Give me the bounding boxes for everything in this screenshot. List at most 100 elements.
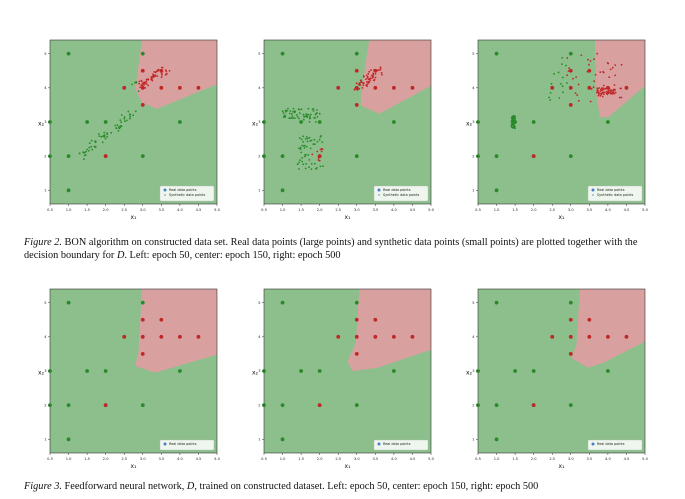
synthetic-point bbox=[557, 71, 560, 74]
synthetic-point bbox=[510, 119, 513, 122]
y-tick-label: 1 bbox=[44, 189, 46, 193]
synthetic-point bbox=[361, 87, 364, 89]
y-axis-label: x₂ bbox=[38, 120, 45, 127]
x-tick-label: 1.0 bbox=[494, 457, 500, 461]
synthetic-point bbox=[566, 74, 569, 77]
synthetic-point bbox=[304, 153, 307, 156]
synthetic-point bbox=[306, 140, 309, 143]
synthetic-point bbox=[115, 127, 117, 129]
synthetic-point bbox=[370, 77, 372, 80]
figure-3-text-b: , trained on constructed dataset. Left: … bbox=[194, 481, 539, 492]
real-point-red bbox=[159, 85, 164, 90]
real-point-green bbox=[494, 154, 499, 159]
synthetic-point bbox=[144, 82, 146, 85]
real-point-green bbox=[299, 120, 304, 124]
synthetic-point bbox=[608, 76, 611, 79]
x-tick-label: 1.0 bbox=[280, 457, 286, 461]
synthetic-point bbox=[147, 84, 149, 87]
x-tick-label: 2.5 bbox=[549, 208, 555, 212]
x-tick-label: 4.5 bbox=[624, 208, 630, 212]
synthetic-point bbox=[101, 141, 104, 144]
synthetic-point bbox=[596, 91, 598, 94]
real-point-red bbox=[196, 85, 201, 90]
legend-label: Real data points bbox=[597, 188, 625, 192]
synthetic-point bbox=[381, 73, 383, 76]
synthetic-point bbox=[303, 144, 306, 147]
synthetic-point bbox=[611, 66, 614, 69]
synthetic-point bbox=[298, 137, 301, 139]
synthetic-point bbox=[305, 163, 307, 165]
synthetic-point bbox=[88, 146, 91, 149]
synthetic-point bbox=[372, 75, 374, 78]
legend-label: Real data points bbox=[169, 442, 197, 446]
x-tick-label: 1.5 bbox=[84, 457, 90, 461]
synthetic-point bbox=[606, 62, 609, 64]
synthetic-point bbox=[550, 83, 553, 85]
synthetic-point bbox=[132, 114, 135, 117]
synthetic-point bbox=[300, 138, 303, 141]
synthetic-point bbox=[308, 159, 311, 161]
x-tick-label: 4.0 bbox=[177, 457, 183, 461]
synthetic-point bbox=[313, 138, 316, 141]
synthetic-point bbox=[123, 116, 126, 118]
synthetic-point bbox=[602, 70, 604, 73]
synthetic-point bbox=[599, 94, 602, 97]
x-tick-label: 1.5 bbox=[298, 457, 304, 461]
synthetic-point bbox=[620, 63, 623, 66]
real-point-red bbox=[587, 317, 592, 322]
x-tick-label: 3.0 bbox=[140, 457, 146, 461]
synthetic-point bbox=[620, 96, 623, 99]
synthetic-point bbox=[312, 143, 315, 145]
synthetic-point bbox=[603, 88, 606, 90]
synthetic-point bbox=[577, 99, 580, 102]
synthetic-point bbox=[117, 129, 120, 132]
figure-3-caption: Figure 3. Feedforward neural network, D,… bbox=[24, 480, 672, 493]
synthetic-point bbox=[87, 149, 90, 152]
real-point-green bbox=[140, 51, 145, 56]
synthetic-point bbox=[141, 82, 144, 85]
real-point-green bbox=[66, 51, 71, 56]
legend-marker-synthetic bbox=[592, 194, 594, 196]
synthetic-point bbox=[312, 108, 315, 110]
synthetic-point bbox=[366, 83, 369, 86]
real-point-green bbox=[513, 369, 518, 373]
real-point-red bbox=[103, 154, 108, 159]
synthetic-point bbox=[603, 84, 605, 87]
real-point-green bbox=[280, 437, 285, 442]
real-point-red bbox=[354, 85, 359, 90]
synthetic-point bbox=[293, 117, 296, 120]
real-point-green bbox=[568, 403, 573, 408]
real-point-green bbox=[494, 437, 499, 442]
real-point-green bbox=[354, 403, 359, 408]
synthetic-point bbox=[367, 81, 370, 83]
x-tick-label: 2.0 bbox=[317, 457, 323, 461]
synthetic-point bbox=[561, 57, 564, 59]
synthetic-point bbox=[106, 132, 108, 135]
y-tick-label: 4 bbox=[44, 335, 47, 339]
synthetic-point bbox=[78, 152, 81, 155]
y-tick-label: 3 bbox=[44, 120, 46, 124]
real-point-red bbox=[317, 154, 322, 159]
synthetic-point bbox=[94, 146, 97, 149]
figure-2-d: D bbox=[116, 250, 125, 261]
real-point-green bbox=[66, 403, 71, 408]
real-point-red bbox=[568, 334, 573, 339]
synthetic-point bbox=[310, 163, 313, 165]
synthetic-point bbox=[298, 112, 301, 114]
synthetic-point bbox=[301, 160, 303, 163]
synthetic-point bbox=[308, 136, 311, 139]
synthetic-point bbox=[94, 141, 97, 144]
real-point-green bbox=[391, 369, 396, 373]
synthetic-point bbox=[614, 88, 616, 91]
legend-box bbox=[373, 439, 429, 451]
real-point-green bbox=[177, 120, 182, 124]
legend-label: Synthetic data points bbox=[383, 193, 419, 197]
synthetic-point bbox=[362, 84, 365, 87]
real-point-red bbox=[140, 103, 145, 107]
synthetic-point bbox=[298, 117, 300, 120]
decision-region-red bbox=[594, 40, 645, 118]
figure-2-text-a: BON algorithm on constructed data set. R… bbox=[24, 237, 638, 261]
synthetic-point bbox=[314, 113, 317, 116]
synthetic-point bbox=[152, 73, 154, 76]
synthetic-point bbox=[97, 133, 100, 135]
